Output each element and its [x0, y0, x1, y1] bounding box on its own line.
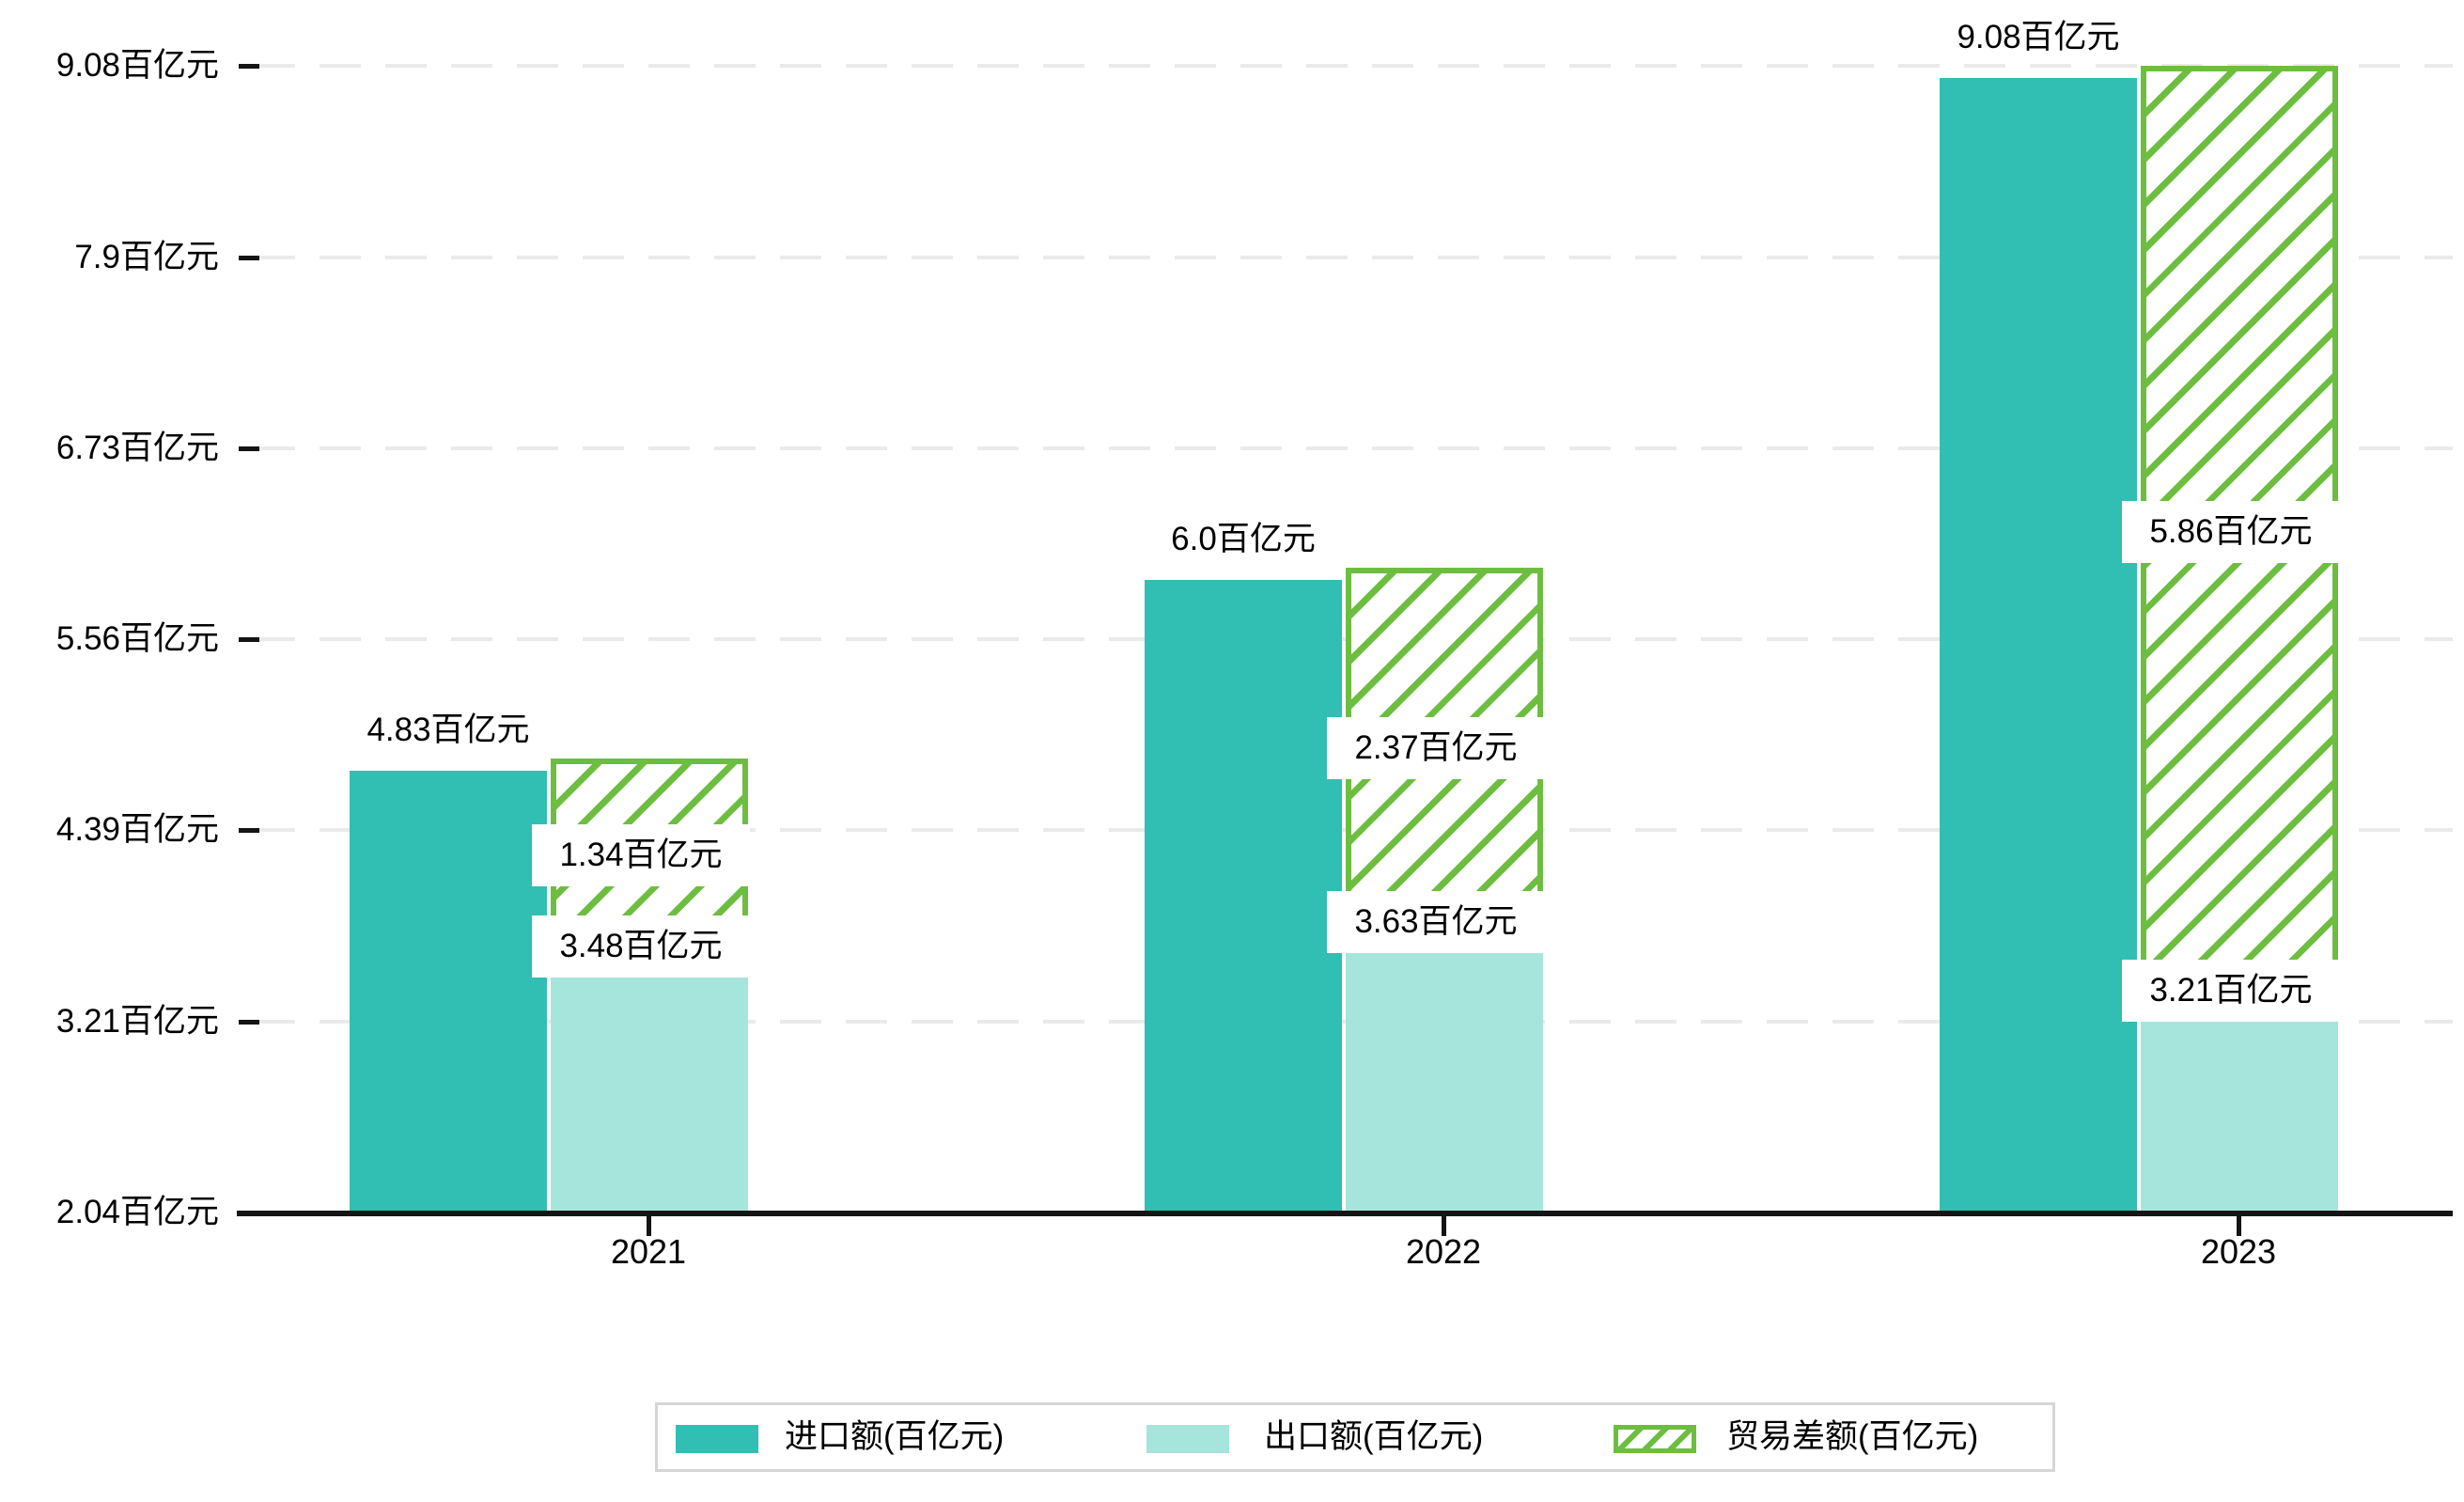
x-tick-label-2023: 2023: [2200, 1232, 2277, 1271]
x-axis-line: [237, 1211, 2453, 1216]
import-value-label-2022: 6.0百亿元: [1171, 520, 1316, 557]
y-tick-label: 4.39百亿元: [55, 810, 219, 848]
gridline-6.73百亿元: [254, 446, 2453, 451]
export-value-label-2022: 3.63百亿元: [1327, 891, 1545, 954]
y-tick-mark: [239, 637, 259, 642]
gridline-9.08百亿元: [254, 64, 2453, 68]
legend-label-export: 出口额(百亿元): [1264, 1418, 1484, 1455]
export-value-label-2021: 3.48百亿元: [532, 915, 750, 978]
y-tick-label: 9.08百亿元: [55, 47, 219, 84]
bar-import-2021: [350, 770, 547, 1213]
trade-diff-value-label-2023: 5.86百亿元: [2122, 500, 2340, 563]
bar-export-2023: [2141, 1022, 2338, 1213]
trade-diff-value-label-2021: 1.34百亿元: [532, 824, 750, 887]
y-tick-mark: [239, 1020, 259, 1025]
gridline-7.9百亿元: [254, 256, 2453, 260]
y-tick-mark: [239, 446, 259, 452]
x-tick-mark-2023: [2237, 1214, 2241, 1236]
legend-swatch-export: [1146, 1425, 1229, 1453]
y-tick-label: 2.04百亿元: [55, 1194, 219, 1230]
x-tick-mark-2021: [647, 1214, 651, 1236]
y-tick-mark: [239, 256, 259, 261]
x-tick-label-2021: 2021: [610, 1232, 687, 1271]
trade-diff-value-label-2022: 2.37百亿元: [1327, 717, 1545, 780]
bar-export-2021: [551, 978, 748, 1213]
bar-import-2023: [1940, 78, 2137, 1213]
import-value-label-2021: 4.83百亿元: [366, 711, 530, 748]
y-tick-label: 7.9百亿元: [74, 239, 219, 276]
y-tick-label: 5.56百亿元: [55, 620, 219, 657]
legend-label-import: 进口额(百亿元): [785, 1418, 1005, 1455]
legend-swatch-trade-diff-hatch-icon: [1614, 1425, 1696, 1453]
legend-label-trade-diff: 贸易差额(百亿元): [1726, 1418, 1979, 1455]
x-tick-label-2022: 2022: [1405, 1232, 1482, 1271]
bar-import-2022: [1145, 579, 1342, 1213]
y-tick-mark: [239, 64, 259, 69]
export-value-label-2023: 3.21百亿元: [2122, 960, 2340, 1023]
y-tick-label: 3.21百亿元: [55, 1003, 219, 1040]
import-value-label-2023: 9.08百亿元: [1957, 19, 2120, 55]
legend: 进口额(百亿元) 出口额(百亿元) 贸易差额(百亿元): [655, 1402, 2055, 1472]
y-tick-label: 6.73百亿元: [55, 430, 219, 467]
legend-swatch-import: [676, 1425, 758, 1453]
y-tick-mark: [239, 827, 259, 833]
x-tick-mark-2022: [1442, 1214, 1446, 1236]
bar-export-2022: [1346, 953, 1543, 1213]
